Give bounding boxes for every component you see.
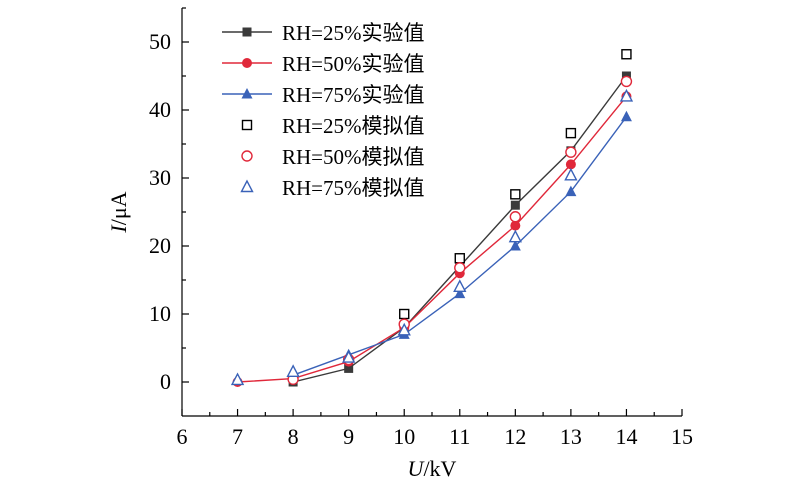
data-point	[564, 167, 578, 181]
y-tick-label: 20	[149, 233, 171, 258]
x-tick-label: 15	[671, 424, 693, 449]
x-axis-label-unit: /kV	[423, 456, 456, 481]
data-point	[620, 110, 632, 122]
series-line	[237, 95, 627, 383]
data-point	[399, 308, 410, 320]
data-point	[453, 279, 467, 292]
data-point	[344, 363, 354, 373]
x-tick-label: 8	[288, 424, 299, 449]
data-point	[454, 262, 466, 274]
data-point	[565, 159, 576, 170]
legend-marker	[242, 27, 252, 37]
data-point	[508, 229, 522, 243]
data-point	[509, 240, 521, 251]
legend-marker	[241, 88, 253, 99]
legend-label: RH=25%模拟值	[282, 114, 425, 138]
data-point	[565, 185, 577, 197]
data-point	[230, 372, 245, 386]
data-point	[565, 146, 577, 158]
data-point	[621, 49, 632, 60]
legend-label: RH=75%实验值	[282, 83, 425, 107]
y-axis-label: I/μA	[106, 191, 131, 233]
x-tick-label: 7	[232, 424, 243, 449]
x-tick-label: 11	[449, 424, 470, 449]
legend-label: RH=50%实验值	[282, 52, 425, 76]
y-tick-label: 40	[149, 97, 171, 122]
x-tick-label: 12	[504, 424, 526, 449]
x-tick-label: 14	[615, 424, 637, 449]
y-axis-label-var: I	[106, 224, 131, 234]
x-tick-label: 9	[343, 424, 354, 449]
data-point	[509, 211, 522, 223]
data-point	[620, 75, 633, 88]
x-tick-label: 6	[177, 424, 188, 449]
legend-marker	[241, 119, 253, 131]
data-point	[454, 253, 465, 264]
legend-marker	[242, 58, 252, 68]
legend-marker	[241, 150, 253, 162]
data-point	[619, 88, 634, 102]
x-axis-label: U/kV	[408, 456, 457, 481]
y-axis-label-unit: /μA	[106, 191, 131, 225]
y-tick-label: 30	[149, 165, 171, 190]
legend-label: RH=50%模拟值	[282, 145, 425, 169]
x-tick-label: 13	[560, 424, 582, 449]
legend-marker	[240, 179, 254, 193]
x-ticks: 6 7 8 9 10 11 12 13 14 15	[177, 409, 693, 449]
y-tick-label: 0	[160, 369, 171, 394]
data-point	[397, 322, 411, 336]
y-tick-label: 50	[149, 29, 171, 54]
data-point	[454, 287, 466, 299]
data-point	[342, 350, 356, 363]
data-point	[565, 127, 577, 139]
data-point	[510, 220, 521, 231]
legend-label: RH=75%模拟值	[282, 176, 425, 200]
data-point	[510, 200, 520, 210]
axes	[181, 8, 682, 417]
y-tick-label: 10	[149, 301, 171, 326]
x-axis-label-var: U	[408, 456, 426, 481]
y-ticks: 0 10 20 30 40 50	[149, 7, 189, 394]
data-point	[510, 189, 521, 200]
series-markers	[230, 49, 634, 387]
legend-label: RH=25%实验值	[282, 21, 425, 45]
x-tick-label: 10	[393, 424, 415, 449]
legend: RH=25%实验值 RH=50%实验值 RH=75%实验值 RH=25%模拟值 RH=5…	[222, 21, 425, 200]
data-point	[286, 364, 300, 377]
